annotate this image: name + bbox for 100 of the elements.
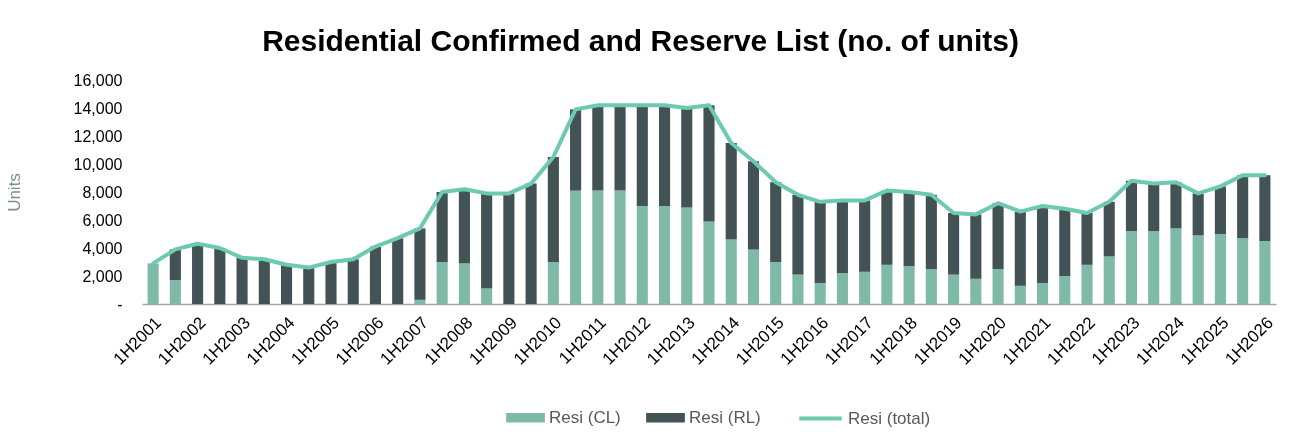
bar xyxy=(458,263,470,304)
bar xyxy=(970,278,982,304)
y-axis-title: Units xyxy=(4,173,24,212)
y-tick-label: 2,000 xyxy=(82,267,123,285)
bar xyxy=(948,274,960,304)
bar xyxy=(681,207,693,304)
bar xyxy=(592,105,604,191)
bar xyxy=(658,206,671,304)
bar xyxy=(1170,182,1182,229)
bar xyxy=(570,190,582,304)
y-tick-label: 14,000 xyxy=(73,99,123,117)
bar xyxy=(814,201,826,283)
bar xyxy=(703,221,715,304)
bar xyxy=(592,190,604,304)
bar xyxy=(1237,238,1249,304)
bar xyxy=(636,105,648,206)
bar xyxy=(703,105,715,222)
bar xyxy=(169,249,181,281)
bar xyxy=(970,214,982,279)
legend-label: Resi (total) xyxy=(848,408,931,428)
bar xyxy=(258,259,270,304)
bar xyxy=(547,262,559,304)
bar xyxy=(1125,180,1138,232)
bar xyxy=(1259,175,1271,241)
bar xyxy=(636,206,648,304)
bar xyxy=(481,288,493,304)
bar xyxy=(881,190,893,265)
bar xyxy=(614,190,626,304)
bar xyxy=(658,105,671,206)
bar xyxy=(992,269,1004,304)
legend-label: Resi (RL) xyxy=(689,407,761,427)
bar xyxy=(836,200,848,274)
bar xyxy=(792,194,804,275)
bar xyxy=(1081,264,1093,304)
y-tick-label: 8,000 xyxy=(82,183,123,201)
bar xyxy=(992,203,1004,269)
bar xyxy=(392,238,404,304)
bar xyxy=(1148,231,1160,304)
bar xyxy=(547,157,559,262)
bar xyxy=(436,192,448,262)
bar xyxy=(881,264,893,304)
bar xyxy=(859,271,871,304)
bar xyxy=(325,262,337,304)
bar xyxy=(280,264,293,304)
bar xyxy=(1103,256,1115,304)
bar xyxy=(725,143,737,240)
bar xyxy=(1192,235,1204,304)
bar xyxy=(414,299,426,304)
bar xyxy=(859,200,871,272)
bar xyxy=(1125,231,1138,304)
bar xyxy=(236,257,248,304)
bar xyxy=(792,274,804,304)
bar xyxy=(1014,285,1026,304)
bar xyxy=(747,249,760,304)
bar xyxy=(1014,211,1026,286)
y-tick-label: 16,000 xyxy=(73,71,123,89)
bar xyxy=(770,262,782,304)
bar xyxy=(1214,234,1226,304)
bar xyxy=(1036,283,1049,304)
bar xyxy=(903,192,915,267)
bar xyxy=(747,161,760,250)
bar xyxy=(1259,241,1271,304)
y-tick-label: 6,000 xyxy=(82,211,123,229)
y-tick-label: 10,000 xyxy=(73,155,123,173)
bar xyxy=(1170,228,1182,304)
bar xyxy=(192,243,204,304)
y-tick-label: 4,000 xyxy=(82,239,123,257)
bar xyxy=(1103,201,1115,257)
chart-title: Residential Confirmed and Reserve List (no. of units) xyxy=(262,24,1019,57)
bar xyxy=(570,109,582,191)
bar xyxy=(525,183,537,304)
bar xyxy=(1192,193,1204,236)
bar xyxy=(903,266,915,304)
bar xyxy=(458,189,470,264)
bar xyxy=(1214,186,1226,234)
bar xyxy=(948,213,960,275)
line-series xyxy=(151,103,1267,270)
bar xyxy=(481,193,493,289)
bar xyxy=(1148,183,1160,232)
bar xyxy=(147,263,159,304)
bar xyxy=(681,108,693,208)
bar xyxy=(436,262,448,304)
bar xyxy=(836,273,848,304)
y-tick-label: - xyxy=(117,295,123,313)
bar xyxy=(925,194,937,269)
bar xyxy=(414,228,426,300)
bar xyxy=(347,259,359,304)
bar xyxy=(1237,175,1249,239)
bar xyxy=(1036,206,1049,283)
bar xyxy=(503,193,515,304)
bar xyxy=(814,283,826,304)
y-tick-label: 12,000 xyxy=(73,127,123,145)
bar xyxy=(214,248,226,304)
bar xyxy=(369,246,382,304)
bar xyxy=(725,239,737,304)
bar xyxy=(925,269,937,304)
bar xyxy=(614,105,626,191)
bar xyxy=(1059,276,1071,304)
bar xyxy=(1081,213,1093,265)
bar xyxy=(169,280,181,304)
